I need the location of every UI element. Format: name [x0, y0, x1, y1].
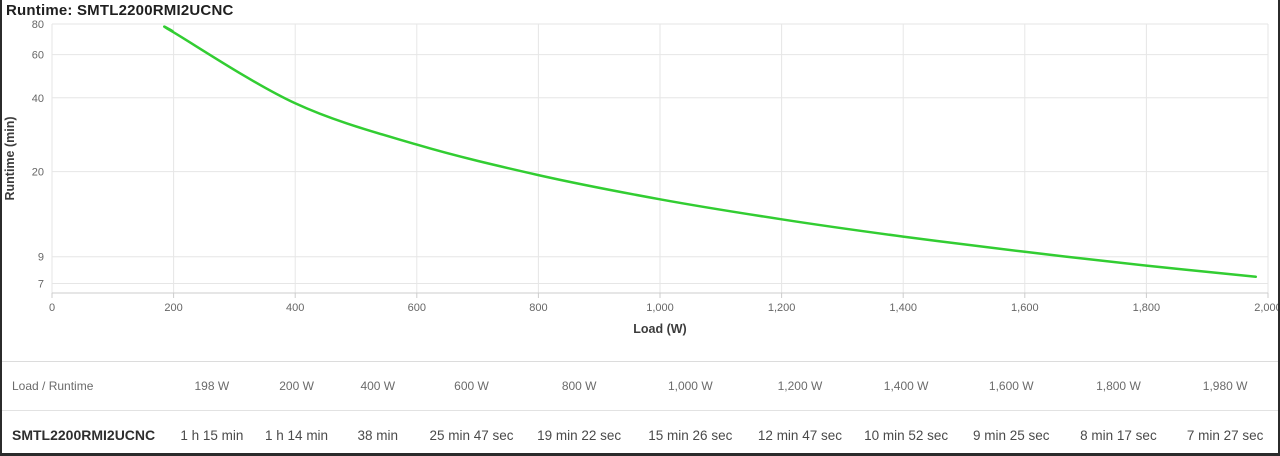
load-header-cell: 400 W — [335, 361, 420, 411]
y-tick-label: 20 — [32, 167, 44, 179]
load-header-cell: 800 W — [523, 361, 635, 411]
load-header-cell: 1,200 W — [745, 361, 855, 411]
x-tick-label: 1,800 — [1133, 302, 1161, 314]
runtime-chart[interactable]: 80 60 40 20 9 70 200 400 600 800 1,000 1,200 1,400 1,… — [2, 0, 1280, 345]
table-row: SMTL2200RMI2UCNC 1 h 15 min 1 h 14 min 38 m… — [2, 411, 1278, 454]
runtime-curve[interactable] — [163, 25, 1258, 279]
x-tick-label: 1,600 — [1011, 302, 1039, 314]
y-tick-label: 7 — [38, 279, 44, 291]
x-tick-label: 0 — [49, 302, 55, 314]
y-tick-label: 40 — [32, 93, 44, 105]
runtime-value-cell: 12 min 47 sec — [757, 427, 842, 443]
load-runtime-header-cell: Load / Runtime — [2, 361, 167, 411]
runtime-value-cell: 38 min — [357, 427, 399, 443]
chart-title: Runtime: SMTL2200RMI2UCNC — [6, 2, 234, 19]
runtime-value-cell: 10 min 52 sec — [864, 427, 949, 443]
model-name-cell: SMTL2200RMI2UCNC — [12, 427, 156, 443]
runtime-value-cell: 19 min 22 sec — [537, 427, 622, 443]
y-tick-label: 80 — [32, 19, 44, 31]
load-header-cell: 600 W — [419, 361, 524, 411]
x-axis-title: Load (W) — [633, 322, 686, 336]
load-header-cell: 1,600 W — [957, 361, 1065, 411]
x-tick-label: 2,000 — [1254, 302, 1280, 314]
x-tick-label: 1,200 — [768, 302, 796, 314]
runtime-value-cell: 7 min 27 sec — [1186, 427, 1264, 443]
x-tick-label: 800 — [529, 302, 547, 314]
x-tick-label: 600 — [408, 302, 426, 314]
load-header-cell: 200 W — [257, 361, 336, 411]
runtime-value-cell: 25 min 47 sec — [429, 427, 514, 443]
runtime-value-cell: 15 min 26 sec — [648, 427, 733, 443]
load-header-cell: 1,400 W — [854, 361, 958, 411]
y-tick-label: 60 — [32, 50, 44, 62]
load-header-cell: 198 W — [166, 361, 258, 411]
runtime-value-cell: 1 h 15 min — [180, 427, 244, 443]
x-tick-label: 200 — [164, 302, 182, 314]
load-header-cell: 1,980 W — [1172, 361, 1278, 411]
runtime-value-cell: 9 min 25 sec — [973, 427, 1050, 443]
x-tick-label: 400 — [286, 302, 304, 314]
x-tick-label: 1,000 — [646, 302, 674, 314]
load-header-cell: 1,000 W — [634, 361, 746, 411]
runtime-value-cell: 8 min 17 sec — [1080, 427, 1157, 443]
x-tick-label: 1,400 — [889, 302, 917, 314]
y-tick-label: 9 — [38, 252, 44, 264]
runtime-value-cell: 1 h 14 min — [265, 427, 329, 443]
load-header-cell: 1,800 W — [1064, 361, 1173, 411]
y-axis-title: Runtime (min) — [3, 116, 17, 200]
